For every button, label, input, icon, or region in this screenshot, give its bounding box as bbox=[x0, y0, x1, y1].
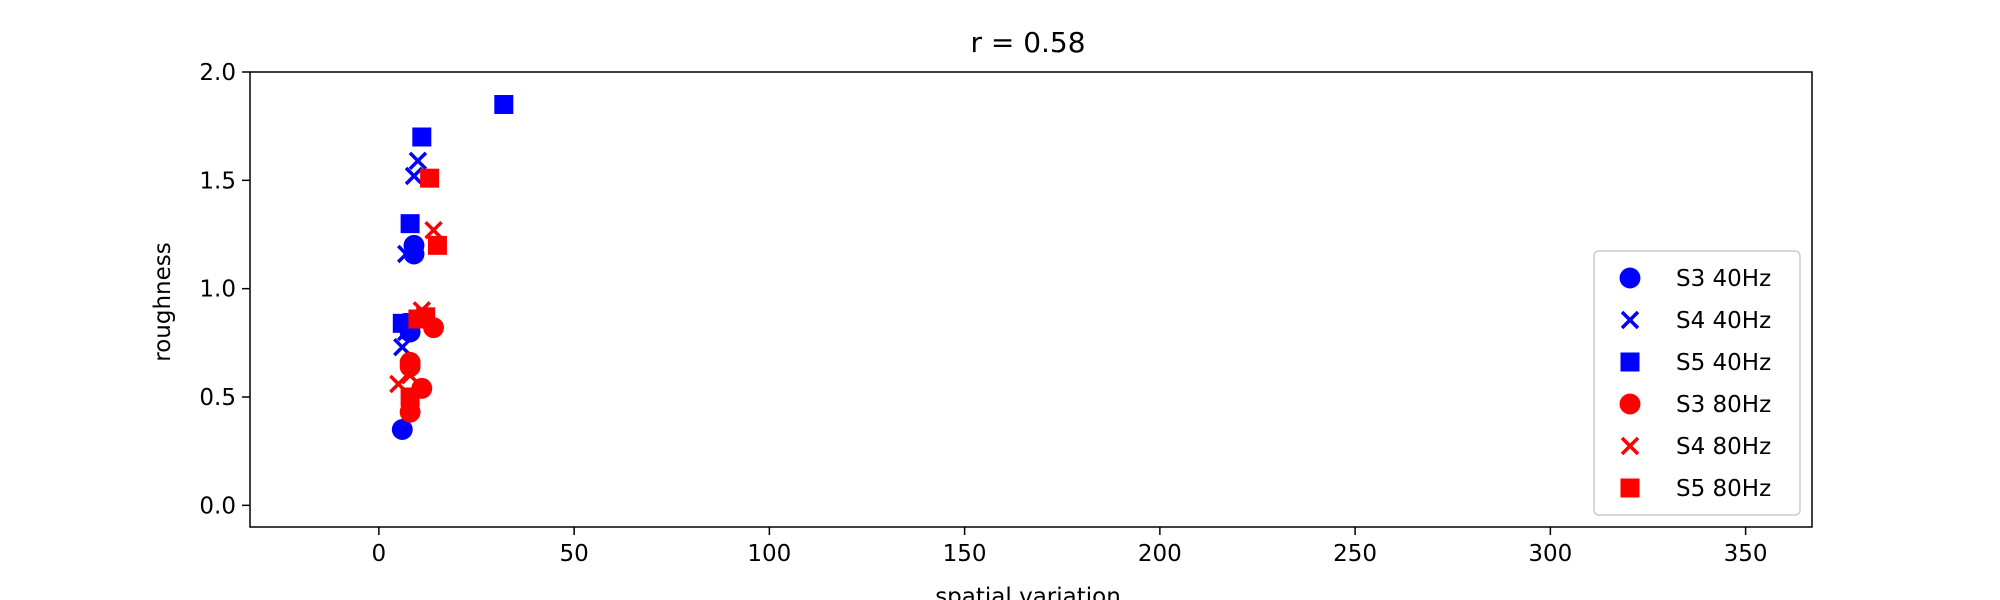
data-point bbox=[404, 166, 424, 186]
data-point bbox=[391, 419, 413, 440]
data-point bbox=[427, 235, 447, 255]
x-tick-label: 0 bbox=[372, 541, 387, 567]
data-point bbox=[494, 95, 514, 114]
y-tick-label: 1.0 bbox=[199, 277, 236, 303]
x-tick-label: 100 bbox=[747, 541, 791, 567]
chart-title: r = 0.58 bbox=[970, 26, 1085, 59]
legend-frame bbox=[1593, 250, 1801, 516]
y-axis-title: roughness bbox=[150, 242, 176, 361]
y-tick-label: 2.0 bbox=[199, 60, 236, 86]
legend-label: S4 80Hz bbox=[1676, 434, 1771, 460]
x-tick-label: 350 bbox=[1724, 541, 1768, 567]
x-axis-title: spatial variation bbox=[935, 584, 1121, 600]
legend-marker bbox=[1620, 436, 1640, 456]
series-s5-80hz bbox=[400, 168, 447, 407]
data-point bbox=[416, 307, 436, 327]
legend: S3 40Hz S4 40Hz S5 40Hz S3 80Hz S4 80Hz S5 80… bbox=[1593, 250, 1801, 516]
data-point bbox=[408, 151, 428, 171]
data-point bbox=[400, 366, 420, 385]
y-tick-label: 0.5 bbox=[199, 385, 236, 411]
x-tick-label: 300 bbox=[1528, 541, 1572, 567]
plot-frame bbox=[249, 71, 1813, 528]
x-tick-label: 50 bbox=[559, 541, 588, 567]
data-point bbox=[399, 401, 421, 423]
data-point bbox=[424, 220, 443, 240]
legend-marker bbox=[1620, 352, 1640, 372]
series-s4-40hz bbox=[393, 151, 428, 357]
x-tick-label: 200 bbox=[1138, 541, 1182, 567]
y-tick-label: 1.5 bbox=[199, 168, 236, 194]
legend-label: S5 80Hz bbox=[1676, 476, 1771, 502]
legend-marker bbox=[1619, 393, 1641, 415]
data-point bbox=[400, 387, 420, 407]
data-point bbox=[392, 313, 412, 333]
legend-label: S5 40Hz bbox=[1676, 350, 1771, 376]
data-point bbox=[400, 214, 420, 234]
legend-marker bbox=[1620, 310, 1640, 330]
data-point bbox=[403, 243, 425, 265]
series-s5-40hz bbox=[392, 95, 514, 333]
y-tick-label: 0.0 bbox=[199, 493, 236, 519]
legend-marker bbox=[1619, 267, 1641, 289]
data-point bbox=[420, 168, 440, 188]
data-point bbox=[396, 244, 416, 264]
x-tick-label: 250 bbox=[1333, 541, 1377, 567]
plot-area: 0 50 100 150 200 250 300 350 0.0 0.5 1.0 1.5 2.0 bbox=[199, 60, 1813, 567]
legend-label: S3 40Hz bbox=[1676, 266, 1771, 292]
legend-label: S3 80Hz bbox=[1676, 392, 1771, 418]
data-point bbox=[412, 127, 432, 147]
legend-label: S4 40Hz bbox=[1676, 308, 1771, 334]
x-tick-label: 150 bbox=[943, 541, 987, 567]
legend-marker bbox=[1620, 478, 1640, 498]
